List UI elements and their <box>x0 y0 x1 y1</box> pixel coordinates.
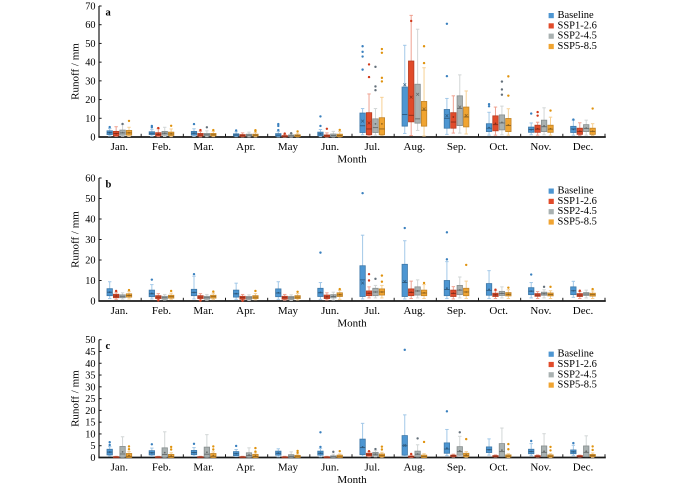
svg-text:Oct.: Oct. <box>489 305 508 317</box>
svg-text:20: 20 <box>85 95 95 106</box>
svg-text:Apr.: Apr. <box>236 141 256 153</box>
svg-text:5: 5 <box>90 441 95 452</box>
svg-text:Feb.: Feb. <box>152 141 172 153</box>
svg-text:Mar.: Mar. <box>193 141 214 153</box>
svg-text:10: 10 <box>85 276 95 287</box>
svg-text:35: 35 <box>85 371 95 382</box>
svg-text:SSP5-8.5: SSP5-8.5 <box>558 380 597 391</box>
svg-text:Aug.: Aug. <box>404 462 426 474</box>
svg-text:May: May <box>278 141 299 153</box>
svg-text:Dec.: Dec. <box>573 462 594 474</box>
svg-text:SSP1-2.6: SSP1-2.6 <box>558 20 597 31</box>
svg-text:Runoff / mm: Runoff / mm <box>69 43 81 100</box>
svg-text:b: b <box>106 180 112 191</box>
svg-text:Jun.: Jun. <box>321 305 339 317</box>
svg-text:SSP5-8.5: SSP5-8.5 <box>558 41 597 52</box>
svg-text:70: 70 <box>85 2 95 13</box>
svg-text:Baseline: Baseline <box>558 186 594 197</box>
svg-text:50: 50 <box>85 194 95 205</box>
svg-text:Mar.: Mar. <box>193 462 214 474</box>
svg-text:May: May <box>278 462 299 474</box>
svg-text:Apr.: Apr. <box>236 305 256 317</box>
svg-text:Baseline: Baseline <box>558 10 594 21</box>
svg-text:Jun.: Jun. <box>321 141 339 153</box>
svg-text:Nov.: Nov. <box>530 462 551 474</box>
svg-text:50: 50 <box>85 335 95 346</box>
svg-text:Sep.: Sep. <box>447 141 467 153</box>
svg-text:40: 40 <box>85 58 95 69</box>
svg-text:15: 15 <box>85 418 95 429</box>
svg-text:40: 40 <box>85 359 95 370</box>
svg-text:10: 10 <box>85 429 95 440</box>
svg-text:SSP1-2.6: SSP1-2.6 <box>558 359 597 370</box>
svg-text:Runoff / mm: Runoff / mm <box>69 370 81 427</box>
svg-text:Sep.: Sep. <box>447 305 467 317</box>
svg-text:Month: Month <box>337 154 367 166</box>
svg-text:c: c <box>106 341 111 352</box>
svg-text:Nov.: Nov. <box>530 305 551 317</box>
svg-text:30: 30 <box>85 76 95 87</box>
svg-text:SSP5-8.5: SSP5-8.5 <box>558 217 597 228</box>
svg-text:20: 20 <box>85 256 95 267</box>
svg-text:May: May <box>278 305 299 317</box>
svg-text:Feb.: Feb. <box>152 305 172 317</box>
svg-text:20: 20 <box>85 406 95 417</box>
svg-text:Feb.: Feb. <box>152 462 172 474</box>
svg-text:Dec.: Dec. <box>573 141 594 153</box>
svg-text:Aug.: Aug. <box>404 305 426 317</box>
svg-text:SSP2-4.5: SSP2-4.5 <box>558 31 597 42</box>
svg-text:Apr.: Apr. <box>236 462 256 474</box>
svg-text:30: 30 <box>85 235 95 246</box>
svg-text:30: 30 <box>85 382 95 393</box>
svg-text:Nov.: Nov. <box>530 141 551 153</box>
svg-text:SSP1-2.6: SSP1-2.6 <box>558 196 597 207</box>
svg-text:Jul.: Jul. <box>364 462 380 474</box>
svg-text:Baseline: Baseline <box>558 349 594 360</box>
svg-text:Jul.: Jul. <box>364 305 380 317</box>
svg-text:SSP2-4.5: SSP2-4.5 <box>558 369 597 380</box>
svg-text:Jun.: Jun. <box>321 462 339 474</box>
svg-text:Dec.: Dec. <box>573 305 594 317</box>
svg-text:Aug.: Aug. <box>404 141 426 153</box>
svg-text:0: 0 <box>90 133 95 144</box>
svg-text:0: 0 <box>90 297 95 308</box>
svg-text:Runoff / mm: Runoff / mm <box>69 211 81 268</box>
svg-text:25: 25 <box>85 394 95 405</box>
svg-text:Mar.: Mar. <box>193 305 214 317</box>
svg-text:10: 10 <box>85 114 95 125</box>
svg-text:Sep.: Sep. <box>447 462 467 474</box>
svg-text:Month: Month <box>337 318 367 330</box>
svg-text:60: 60 <box>85 20 95 31</box>
svg-text:a: a <box>106 8 112 19</box>
svg-text:Jul.: Jul. <box>364 141 380 153</box>
svg-text:Jan.: Jan. <box>111 462 129 474</box>
svg-text:Jan.: Jan. <box>111 305 129 317</box>
svg-text:Oct.: Oct. <box>489 141 508 153</box>
svg-text:40: 40 <box>85 215 95 226</box>
svg-text:Oct.: Oct. <box>489 462 508 474</box>
svg-text:Month: Month <box>337 474 367 486</box>
svg-text:60: 60 <box>85 174 95 185</box>
svg-text:50: 50 <box>85 39 95 50</box>
svg-text:45: 45 <box>85 347 95 358</box>
svg-text:0: 0 <box>90 453 95 464</box>
svg-text:Jan.: Jan. <box>111 141 129 153</box>
svg-text:SSP2-4.5: SSP2-4.5 <box>558 206 597 217</box>
